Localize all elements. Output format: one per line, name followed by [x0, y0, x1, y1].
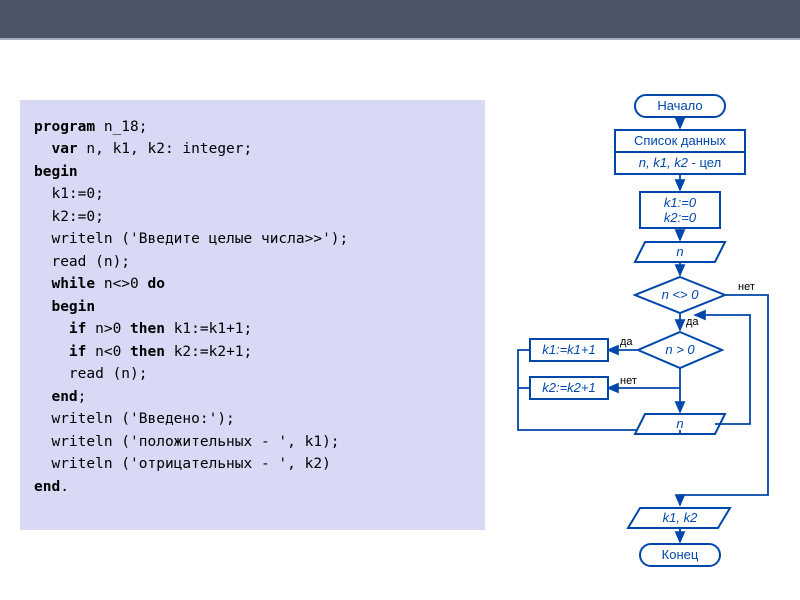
code-t: n<>0 [95, 276, 147, 292]
kw-var: var [34, 141, 78, 157]
label-yes2: да [620, 336, 633, 348]
code-t: read (n); [34, 366, 148, 382]
cond2-label: n > 0 [665, 342, 695, 357]
code-t: n>0 [86, 321, 130, 337]
code-t: writeln ('положительных - ', k1); [34, 434, 340, 450]
kw-end: end [34, 389, 78, 405]
datalist-label: Список данных [634, 133, 726, 148]
code-t: read (n); [34, 254, 130, 270]
code-t: writeln ('Введите целые числа>>'); [34, 231, 348, 247]
kw-while: while [34, 276, 95, 292]
code-t: k1:=k1+1; [165, 321, 252, 337]
k1-label: k1:=k1+1 [542, 342, 596, 357]
code-t: writeln ('Введено:'); [34, 411, 235, 427]
init1-label: k1:=0 [664, 195, 697, 210]
code-t: n<0 [86, 344, 130, 360]
k2-label: k2:=k2+1 [542, 380, 596, 395]
end-label: Конец [662, 547, 699, 562]
init2-label: k2:=0 [664, 210, 697, 225]
n2-label: n [676, 416, 683, 431]
flowchart: Начало Список данных n, k1, k2 - цел k1:… [500, 90, 790, 590]
code-t: k2:=k2+1; [165, 344, 252, 360]
code-listing: program n_18; var n, k1, k2: integer; be… [34, 116, 471, 498]
label-yes1: да [686, 316, 699, 328]
code-t: writeln ('отрицательных - ', k2) [34, 456, 331, 472]
kw-if2: if [34, 344, 86, 360]
code-t: . [60, 479, 69, 495]
label-no1: нет [738, 281, 755, 293]
code-t: ; [78, 389, 87, 405]
code-t: k1:=0; [34, 186, 104, 202]
out-label: k1, k2 [663, 510, 698, 525]
code-t: n_18; [95, 119, 147, 135]
code-panel: program n_18; var n, k1, k2: integer; be… [20, 100, 485, 530]
code-t: n, k1, k2: integer; [78, 141, 253, 157]
vardecl-label: n, k1, k2 - цел [639, 155, 721, 170]
n-label: n [676, 244, 683, 259]
cond1-label: n <> 0 [662, 287, 700, 302]
start-label: Начало [657, 98, 702, 113]
kw-begin: begin [34, 164, 78, 180]
kw-begin2: begin [34, 299, 95, 315]
kw-then: then [130, 321, 165, 337]
label-no2: нет [620, 375, 637, 387]
kw-if: if [34, 321, 86, 337]
kw-program: program [34, 119, 95, 135]
code-t: k2:=0; [34, 209, 104, 225]
kw-end2: end [34, 479, 60, 495]
kw-then2: then [130, 344, 165, 360]
kw-do: do [148, 276, 165, 292]
top-bar [0, 0, 800, 40]
